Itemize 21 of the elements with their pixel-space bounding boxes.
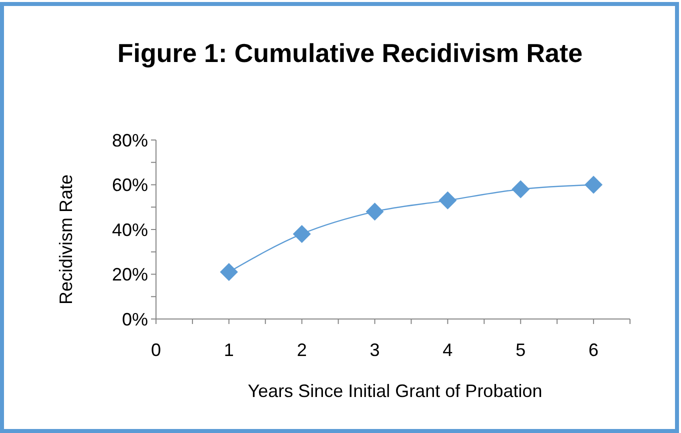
x-tick-label: 4 bbox=[442, 340, 453, 360]
chart-title: Figure 1: Cumulative Recidivism Rate bbox=[117, 38, 583, 68]
x-tick-label: 5 bbox=[516, 340, 526, 360]
y-axis-title: Recidivism Rate bbox=[56, 174, 76, 305]
x-tick-label: 3 bbox=[370, 340, 380, 360]
x-tick-label: 2 bbox=[296, 340, 307, 360]
y-tick-label: 80% bbox=[112, 130, 148, 150]
x-tick-label: 1 bbox=[224, 340, 234, 360]
y-tick-label: 60% bbox=[112, 175, 148, 196]
point bbox=[366, 202, 384, 221]
y-tick-label: 0% bbox=[122, 309, 148, 330]
point bbox=[220, 263, 238, 282]
point bbox=[512, 180, 530, 198]
point bbox=[292, 224, 311, 243]
y-tick-label: 20% bbox=[112, 264, 148, 285]
x-tick-label: 0 bbox=[150, 340, 162, 360]
x-axis-title: Years Since Initial Grant of Probation bbox=[248, 381, 542, 401]
y-tick-label: 40% bbox=[112, 220, 148, 240]
point bbox=[438, 191, 457, 210]
x-tick-label: 6 bbox=[588, 340, 599, 360]
point bbox=[584, 176, 603, 194]
